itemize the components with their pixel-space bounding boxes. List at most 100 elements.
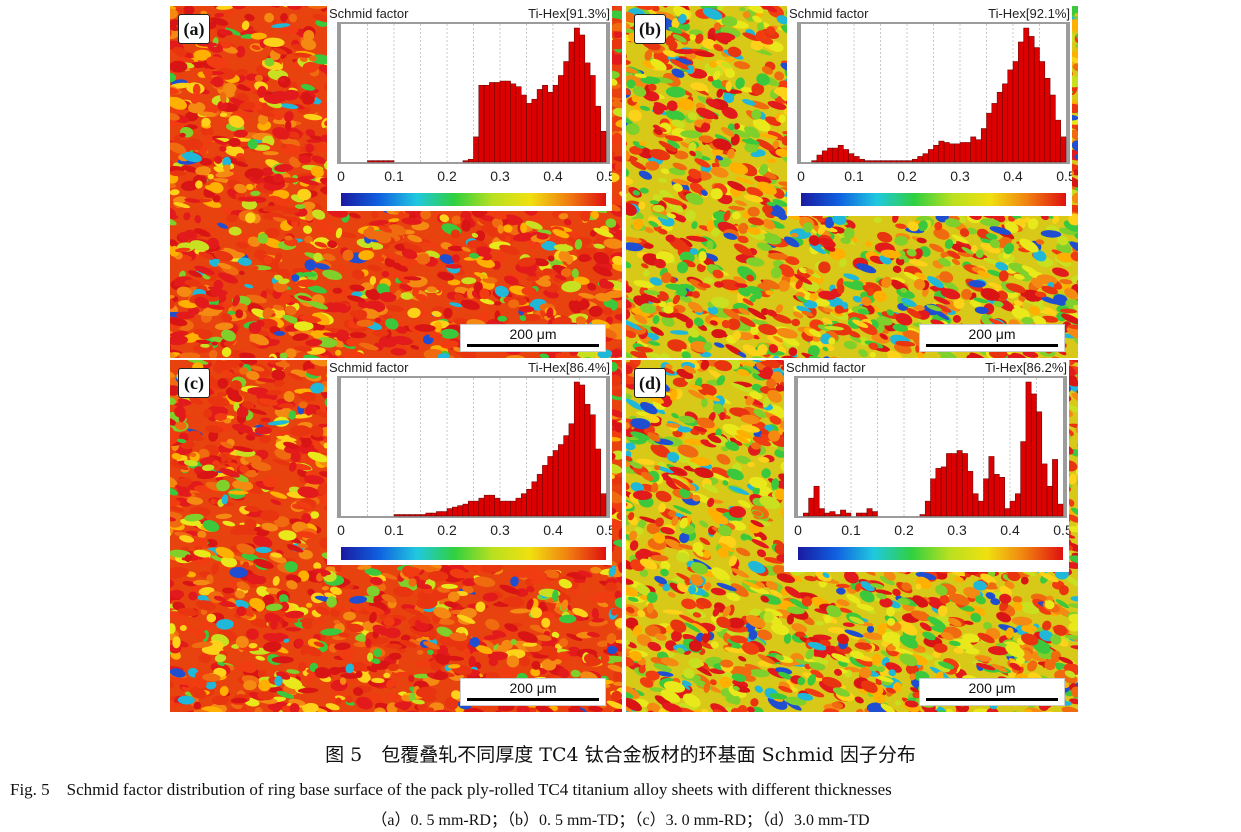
hist-bar [446,508,453,517]
histogram-a: 0 0.1 0.2 0.3 0.4 0.5 [337,22,612,184]
hist-bar [1049,94,1056,163]
hist-bar [542,465,548,517]
histogram-inset-d: Schmid factor Ti-Hex[86.2%] 0 0.1 0.2 0.3 0.4… [784,360,1069,572]
hist-bar [489,494,495,517]
hist-bar [880,160,887,163]
hist-bar [980,128,987,163]
panel-label-c: (c) [178,368,210,398]
hist-bar [1057,503,1064,517]
histogram-d: 0 0.1 0.2 0.3 0.4 0.5 [794,376,1069,538]
hist-bar [552,84,559,163]
inset-phase-c: Ti-Hex[86.4%] [528,360,610,375]
hist-bar [922,153,929,163]
histogram-b: 0 0.1 0.2 0.3 0.4 0.5 [797,22,1072,184]
hist-bar [808,497,815,517]
hist-tick-label: 0.4 [1000,522,1020,538]
hist-bar [1033,47,1040,163]
panel-label-d: (d) [634,368,666,398]
histogram-c: 0 0.1 0.2 0.3 0.4 0.5 [337,376,612,538]
hist-bar [940,466,947,517]
colorbar-d [798,547,1063,560]
hist-bar [462,160,469,163]
hist-bar [938,140,945,163]
hist-bar [526,103,533,163]
hist-tick-label: 0.2 [437,522,457,538]
hist-bar [589,75,596,163]
hist-bar [573,27,580,163]
hist-bar [558,444,564,517]
hist-bar [946,453,952,517]
hist-bar [999,477,1005,517]
hist-bar [983,478,990,517]
hist-bar [837,145,844,163]
hist-bar [1002,83,1008,163]
hist-bar [1020,441,1027,517]
hist-tick-label: 0.5 [1056,168,1072,184]
hist-tick-label: 0.3 [490,168,510,184]
inset-phase-a: Ti-Hex[91.3%] [528,6,610,21]
hist-bar [1009,500,1016,517]
inset-phase-b: Ti-Hex[92.1%] [988,6,1070,21]
hist-bar [520,94,527,163]
hist-bar [420,514,427,517]
hist-bar [919,514,926,517]
figure-caption-zh: 图 5 包覆叠轧不同厚度 TC4 钛合金板材的环基面 Schmid 因子分布 [325,744,916,766]
hist-bar [547,456,554,517]
hist-bar [568,41,575,163]
hist-bar [1052,459,1058,517]
hist-tick-label: 0.2 [897,168,917,184]
hist-bar [600,493,607,517]
hist-bar [584,62,591,163]
hist-bar [885,160,892,163]
hist-bar [547,91,554,163]
hist-bar [866,508,873,517]
hist-bar [829,511,836,517]
hist-bar [977,500,984,517]
hist-bar [1046,485,1053,517]
panel-label-a: (a) [178,14,210,44]
hist-bar [589,414,596,517]
histogram-inset-c: Schmid factor Ti-Hex[86.4%] 0 0.1 0.2 0.3 0.4… [327,360,612,565]
histogram-inset-a: Schmid factor Ti-Hex[91.3%] 0 0.1 0.2 0.3 0.4… [327,6,612,211]
hist-bar [912,158,918,163]
hist-tick-label: 0.5 [596,168,612,184]
hist-bar [1041,463,1048,517]
scale-bar-a: 200 μm [460,324,606,352]
hist-bar [404,514,411,517]
figure-caption-en: Fig. 5 Schmid factor distribution of rin… [10,780,892,799]
hist-tick-label: 0.1 [384,168,404,184]
hist-bar [568,423,575,517]
hist-bar [552,450,559,517]
scale-bar-d: 200 μm [919,678,1065,706]
hist-tick-label: 0 [797,168,805,184]
hist-tick-label: 0.4 [543,522,563,538]
hist-bar [473,136,480,163]
hist-bar [399,514,405,517]
hist-bar [478,497,485,517]
hist-bar [935,468,942,517]
hist-bar [457,505,464,517]
hist-bar [1025,381,1032,517]
inset-phase-d: Ti-Hex[86.2%] [985,360,1067,375]
hist-bar [965,142,971,163]
hist-tick-label: 0.4 [543,168,563,184]
hist-bar [483,494,490,517]
hist-bar [499,80,506,163]
hist-bar [536,89,543,163]
hist-bar [975,139,982,163]
hist-bar [595,448,601,517]
hist-bar [821,150,828,163]
hist-bar [993,474,1000,517]
hist-bar [1004,508,1011,517]
hist-bar [996,91,1003,163]
hist-bar [595,105,601,163]
hist-bar [874,160,881,163]
hist-bar [813,485,820,517]
hist-bar [1028,36,1035,163]
hist-tick-label: 0 [337,168,345,184]
hist-bar [832,147,839,163]
colorbar-b [801,193,1066,206]
hist-bar [430,512,437,517]
hist-bar [856,512,862,517]
hist-bar [494,497,501,517]
